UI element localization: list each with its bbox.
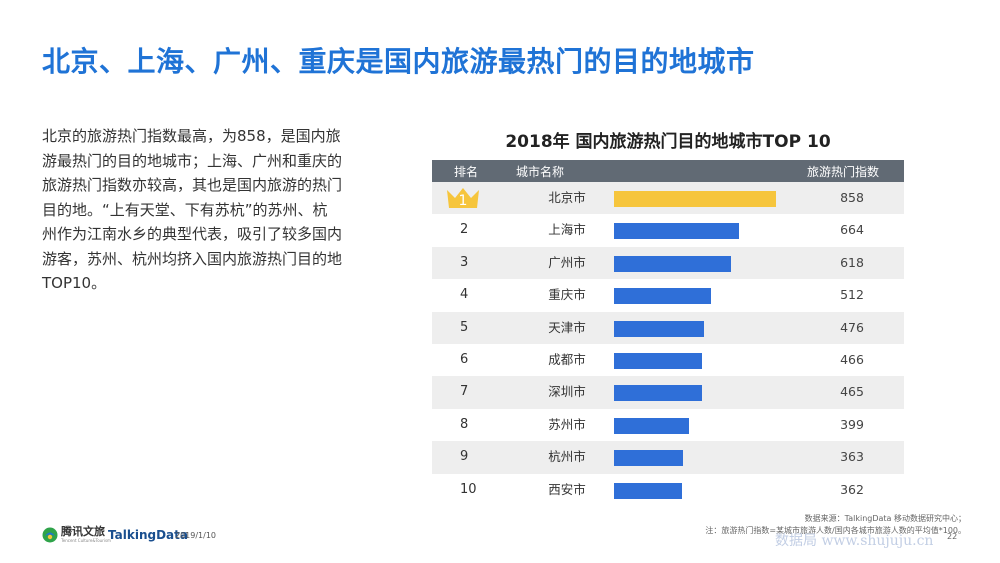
city-label: 苏州市 (548, 416, 586, 432)
table-row: 8 苏州市 399 (432, 409, 904, 441)
rank-label: 1 (458, 193, 468, 209)
table-row: 2 上海市 664 (432, 214, 904, 246)
rank-label: 4 (460, 287, 469, 303)
value-label: 858 (840, 190, 864, 205)
rank-label: 9 (460, 449, 469, 465)
value-label: 618 (840, 254, 864, 270)
city-label: 天津市 (548, 319, 586, 335)
header-value: 旅游热门指数 (807, 165, 880, 179)
tencent-logo-text: 腾讯文旅 (61, 525, 105, 538)
bar (614, 352, 702, 369)
header-rank: 排名 (454, 165, 479, 179)
city-label: 广州市 (548, 254, 586, 270)
table-row: 3 广州市 618 (432, 246, 904, 280)
table-row: 6 成都市 466 (432, 344, 904, 376)
chart-title: 2018年 国内旅游热门目的地城市TOP 10 (505, 132, 831, 152)
bar (614, 417, 689, 434)
source-line-2: 注：旅游热门指数=某城市旅游人数/国内各城市旅游人数的平均值*100。 (705, 526, 966, 535)
ranking-chart: 排名 城市名称 旅游热门指数 1 北京市 858 2 上海市 664 3 广州市 618 4 重庆市… (432, 160, 904, 506)
source-line-1: 数据来源：TalkingData 移动数据研究中心； (804, 514, 966, 523)
chart-header: 排名 城市名称 旅游热门指数 (432, 160, 904, 182)
tencent-logo-subtext: Tencent Culture&Tourism (61, 538, 111, 543)
city-label: 上海市 (548, 222, 586, 238)
city-label: 深圳市 (548, 384, 586, 400)
value-label: 363 (840, 449, 864, 465)
value-label: 466 (840, 351, 864, 367)
table-row: 10 西安市 362 (432, 474, 904, 506)
city-label: 杭州市 (548, 449, 586, 465)
description-text: 北京的旅游热门指数最高，为858，是国内旅游最热门的目的地城市；上海、广州和重庆… (42, 127, 343, 292)
rank-label: 10 (460, 481, 477, 497)
bar (614, 288, 711, 305)
page-title: 北京、上海、广州、重庆是国内旅游最热门的目的地城市 (42, 45, 755, 78)
bar (614, 320, 704, 337)
table-row: 9 杭州市 363 (432, 441, 904, 474)
table-row: 4 重庆市 512 (432, 279, 904, 311)
value-label: 664 (840, 222, 864, 238)
rank-label: 8 (460, 416, 469, 432)
rank-label: 7 (460, 384, 469, 400)
value-label: 512 (840, 287, 864, 303)
crown-icon (447, 188, 479, 208)
bar (614, 450, 683, 467)
talkingdata-logo: TalkingData (108, 528, 188, 542)
page-number: 22 (947, 532, 958, 541)
tencent-logo-icon (42, 527, 58, 543)
table-row: 5 天津市 476 (432, 311, 904, 344)
bar (614, 223, 739, 240)
bar (614, 482, 682, 499)
table-row: 1 北京市 858 (432, 182, 904, 215)
bar (614, 191, 776, 207)
watermark-text: 数据局 www.shujuju.cn (775, 533, 934, 549)
rank-label: 6 (460, 351, 469, 367)
source-note: 数据来源：TalkingData 移动数据研究中心； 注：旅游热门指数=某城市旅… (705, 513, 966, 537)
table-row: 7 深圳市 465 (432, 376, 904, 409)
rank-label: 3 (460, 254, 469, 270)
footer-date: 2019/1/10 (175, 531, 217, 540)
chart-rows: 1 北京市 858 2 上海市 664 3 广州市 618 4 重庆市 512 5 天津市 476 6 成都市 4… (432, 182, 904, 506)
city-label: 成都市 (548, 351, 586, 367)
value-label: 465 (840, 384, 864, 400)
city-label: 西安市 (548, 481, 586, 497)
rank-label: 5 (460, 319, 469, 335)
city-label: 北京市 (548, 190, 586, 205)
rank-label: 2 (460, 222, 469, 238)
header-city: 城市名称 (516, 165, 565, 179)
city-label: 重庆市 (548, 287, 586, 303)
bar (614, 385, 702, 402)
bar (614, 255, 731, 272)
value-label: 362 (840, 481, 864, 497)
value-label: 476 (840, 319, 864, 335)
value-label: 399 (840, 416, 864, 432)
